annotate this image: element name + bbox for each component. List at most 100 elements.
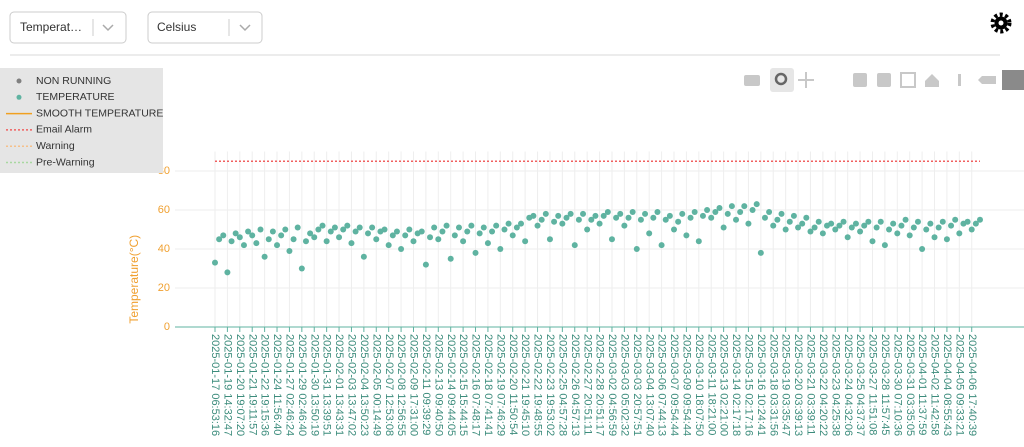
legend-label: Email Alarm xyxy=(36,124,92,136)
point xyxy=(439,228,446,235)
point xyxy=(799,220,806,227)
point xyxy=(716,205,723,212)
point xyxy=(422,261,429,268)
home-icon[interactable] xyxy=(925,74,939,87)
select-box[interactable] xyxy=(147,11,263,44)
point xyxy=(513,224,520,231)
point xyxy=(369,224,376,231)
y-tick-label: 60 xyxy=(158,204,170,216)
point xyxy=(948,222,955,229)
point xyxy=(555,212,562,219)
point xyxy=(522,238,529,245)
settings-gear[interactable] xyxy=(990,12,1012,34)
point xyxy=(307,230,314,237)
chevron[interactable] xyxy=(239,24,251,32)
select-text[interactable]: Celsius xyxy=(157,20,196,34)
gear-teeth[interactable] xyxy=(990,12,1012,34)
point xyxy=(319,222,326,229)
zoom-icon[interactable] xyxy=(774,72,788,86)
select-text[interactable]: Temperat… xyxy=(20,20,82,34)
point xyxy=(956,230,963,237)
point xyxy=(761,214,768,221)
point xyxy=(724,210,731,217)
x-tick-label: 2025-03-14 02:17:18 xyxy=(730,334,742,436)
x-tick-label: 2025-03-07 09:54:44 xyxy=(668,334,680,436)
x-tick-label: 2025-03-28 11:57:45 xyxy=(879,334,891,435)
point xyxy=(728,203,735,210)
x-tick-label: 2025-03-21 03:39:11 xyxy=(805,334,817,435)
point xyxy=(331,224,338,231)
x-tick-label: 2025-02-27 20:51:11 xyxy=(581,334,593,435)
point xyxy=(381,226,388,233)
point xyxy=(253,240,260,247)
x-tick-label: 2025-02-15 15:44:15 xyxy=(457,334,469,436)
point xyxy=(679,210,686,217)
gear-hole[interactable] xyxy=(998,20,1004,26)
x-tick-label: 2025-03-27 11:51:08 xyxy=(867,334,879,435)
point xyxy=(795,224,802,231)
spike-icon[interactable] xyxy=(958,74,961,86)
point xyxy=(977,216,983,223)
x-tick-label: 2025-02-07 12:53:08 xyxy=(383,334,395,436)
point xyxy=(646,230,653,237)
x-tick-label: 2025-02-03 13:47:02 xyxy=(346,334,358,436)
x-tick-label: 2025-02-20 11:50:54 xyxy=(507,334,519,435)
point xyxy=(265,236,272,243)
x-tick-label: 2025-01-31 13:39:51 xyxy=(321,334,333,436)
point xyxy=(873,224,880,231)
point xyxy=(245,228,252,235)
point xyxy=(580,210,587,217)
point xyxy=(642,210,649,217)
point xyxy=(365,230,371,237)
select-sensor[interactable]: Temperat… xyxy=(9,11,127,44)
zoom-out-icon[interactable] xyxy=(877,73,891,87)
point xyxy=(530,212,537,219)
point xyxy=(584,226,591,233)
hover-compare-icon[interactable] xyxy=(1002,70,1024,90)
point xyxy=(546,236,553,243)
point xyxy=(286,247,293,254)
autoscale-icon[interactable] xyxy=(900,72,916,88)
x-tick-label: 2025-03-22 04:20:22 xyxy=(817,334,829,436)
point xyxy=(567,210,574,217)
x-tick-label: 2025-01-19 14:32:47 xyxy=(221,334,233,436)
point xyxy=(865,218,872,225)
point xyxy=(455,224,462,231)
point xyxy=(505,220,512,227)
x-tick-label: 2025-03-31 03:35:05 xyxy=(904,334,916,436)
hover-closest-icon[interactable] xyxy=(978,76,996,84)
modebar xyxy=(744,68,1024,92)
legend-marker xyxy=(16,94,22,100)
point xyxy=(613,214,620,221)
point xyxy=(766,208,773,215)
point xyxy=(315,226,322,233)
point xyxy=(699,212,706,219)
x-tick-label: 2025-03-06 07:44:13 xyxy=(656,334,668,436)
x-tick-label: 2025-02-21 19:45:10 xyxy=(519,334,531,436)
point xyxy=(563,214,570,221)
pan-icon[interactable] xyxy=(798,72,814,88)
y-axis-title: Temperature(°C) xyxy=(127,235,141,324)
x-tick-label: 2025-03-20 03:39:13 xyxy=(792,334,804,436)
chevron[interactable] xyxy=(102,24,114,32)
point xyxy=(472,249,479,256)
zoom-active[interactable] xyxy=(770,68,794,92)
point xyxy=(828,220,835,227)
select-unit[interactable]: Celsius xyxy=(147,11,263,44)
point xyxy=(220,232,227,239)
legend-marker xyxy=(16,78,22,84)
x-tick-label: 2025-03-15 02:17:16 xyxy=(743,334,755,436)
point xyxy=(336,234,343,241)
point xyxy=(757,249,764,256)
point xyxy=(360,253,367,260)
point xyxy=(534,222,541,229)
zoom-in-icon[interactable] xyxy=(853,73,867,87)
point xyxy=(348,240,355,247)
point xyxy=(274,242,281,249)
camera-icon[interactable] xyxy=(744,75,760,86)
point xyxy=(282,226,289,233)
point xyxy=(753,201,760,208)
point xyxy=(770,222,777,229)
select-box[interactable] xyxy=(9,11,127,44)
